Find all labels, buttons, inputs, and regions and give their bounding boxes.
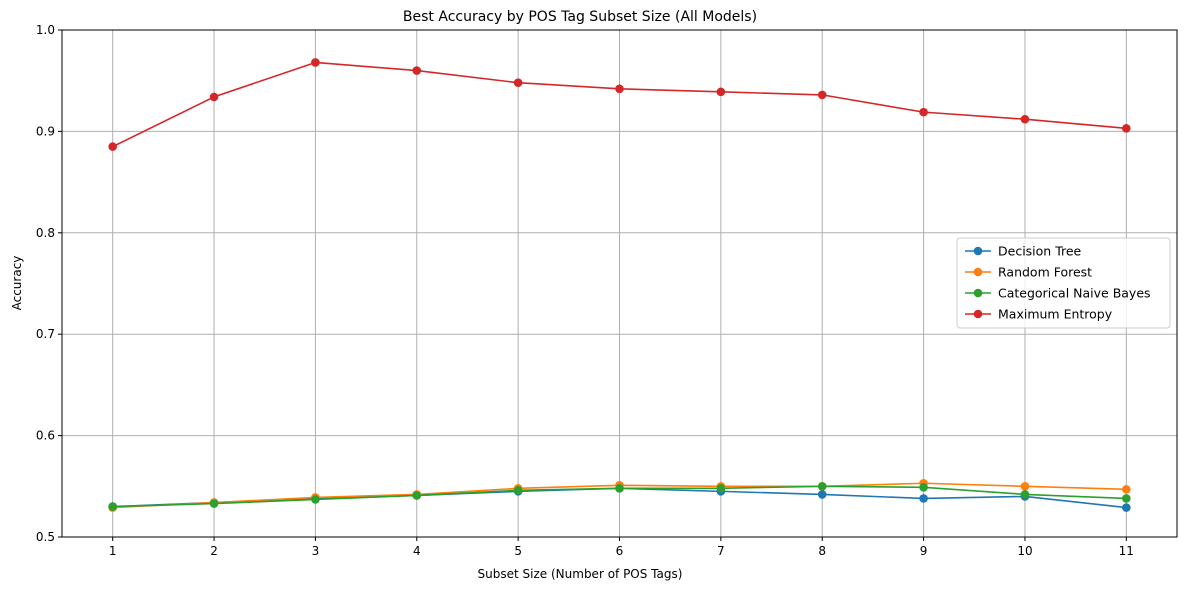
data-point-categorical-naive-bayes bbox=[817, 482, 827, 491]
series-maximum-entropy bbox=[108, 58, 1131, 151]
x-tick-label: 2 bbox=[210, 544, 218, 558]
legend-box bbox=[956, 237, 1171, 329]
y-tick-label: 0.5 bbox=[36, 530, 55, 544]
data-point-maximum-entropy bbox=[311, 58, 320, 67]
data-point-maximum-entropy bbox=[209, 92, 219, 102]
data-point-maximum-entropy bbox=[1020, 114, 1030, 124]
data-point-categorical-naive-bayes bbox=[1122, 494, 1131, 503]
data-point-maximum-entropy bbox=[108, 142, 117, 151]
legend: Decision Tree Random Forest Categorical Na… bbox=[956, 237, 1171, 329]
legend-swatch-marker bbox=[973, 246, 983, 256]
data-point-categorical-naive-bayes bbox=[108, 502, 117, 511]
y-tick-label: 0.9 bbox=[36, 124, 55, 138]
x-tick-label: 7 bbox=[717, 544, 725, 558]
legend-label: Decision Tree bbox=[998, 244, 1082, 259]
y-axis-label: Accuracy bbox=[10, 256, 24, 311]
data-point-maximum-entropy bbox=[919, 107, 928, 117]
legend-swatch-marker bbox=[973, 267, 983, 277]
legend-item-random-forest: Random Forest bbox=[965, 265, 1092, 280]
legend-item-maximum-entropy: Maximum Entropy bbox=[965, 307, 1113, 322]
data-point-categorical-naive-bayes bbox=[716, 484, 726, 493]
data-point-categorical-naive-bayes bbox=[209, 499, 219, 508]
data-point-random-forest bbox=[1122, 485, 1131, 494]
data-point-maximum-entropy bbox=[1122, 124, 1131, 133]
data-point-categorical-naive-bayes bbox=[919, 483, 928, 492]
x-tick-label: 9 bbox=[920, 544, 928, 558]
x-tick-label: 4 bbox=[413, 544, 421, 558]
data-point-maximum-entropy bbox=[716, 87, 726, 97]
data-point-maximum-entropy bbox=[615, 84, 624, 94]
legend-swatch-marker bbox=[973, 309, 983, 319]
legend-label: Categorical Naive Bayes bbox=[998, 286, 1151, 301]
y-tick-label: 0.7 bbox=[36, 327, 55, 341]
legend-item-decision-tree: Decision Tree bbox=[965, 244, 1082, 259]
y-tick-label: 0.8 bbox=[36, 226, 55, 240]
data-point-decision-tree bbox=[817, 490, 827, 499]
chart-title: Best Accuracy by POS Tag Subset Size (Al… bbox=[403, 9, 757, 25]
x-tick-label: 3 bbox=[312, 544, 320, 558]
y-tick-label: 0.6 bbox=[36, 429, 55, 443]
data-point-decision-tree bbox=[919, 494, 928, 503]
data-point-random-forest bbox=[1020, 482, 1030, 491]
x-tick-label: 6 bbox=[616, 544, 624, 558]
data-point-categorical-naive-bayes bbox=[311, 495, 320, 504]
legend-swatch-marker bbox=[973, 288, 983, 298]
data-point-categorical-naive-bayes bbox=[615, 484, 624, 493]
x-tick-label: 8 bbox=[818, 544, 826, 558]
series-layer bbox=[108, 58, 1131, 512]
legend-label: Maximum Entropy bbox=[998, 307, 1113, 322]
data-point-maximum-entropy bbox=[513, 78, 523, 88]
x-tick-label: 11 bbox=[1119, 544, 1134, 558]
data-point-maximum-entropy bbox=[817, 90, 827, 100]
x-axis-label: Subset Size (Number of POS Tags) bbox=[478, 567, 683, 581]
legend-item-categorical-naive-bayes: Categorical Naive Bayes bbox=[965, 286, 1151, 301]
data-point-categorical-naive-bayes bbox=[513, 486, 523, 495]
y-tick-label: 1.0 bbox=[36, 23, 55, 37]
legend-label: Random Forest bbox=[998, 265, 1092, 280]
data-point-decision-tree bbox=[1122, 503, 1131, 512]
x-tick-label: 5 bbox=[514, 544, 522, 558]
data-point-maximum-entropy bbox=[412, 66, 422, 75]
axis-ticks: 1 2 3 4 5 6 7 8 9 10 11 0.5 0.6 0.7 0.8 0.9 1.0 bbox=[36, 23, 1134, 558]
data-point-categorical-naive-bayes bbox=[1020, 490, 1030, 499]
x-tick-label: 1 bbox=[109, 544, 117, 558]
x-tick-label: 10 bbox=[1017, 544, 1032, 558]
data-point-categorical-naive-bayes bbox=[412, 491, 422, 500]
series-categorical-naive-bayes bbox=[108, 482, 1131, 511]
